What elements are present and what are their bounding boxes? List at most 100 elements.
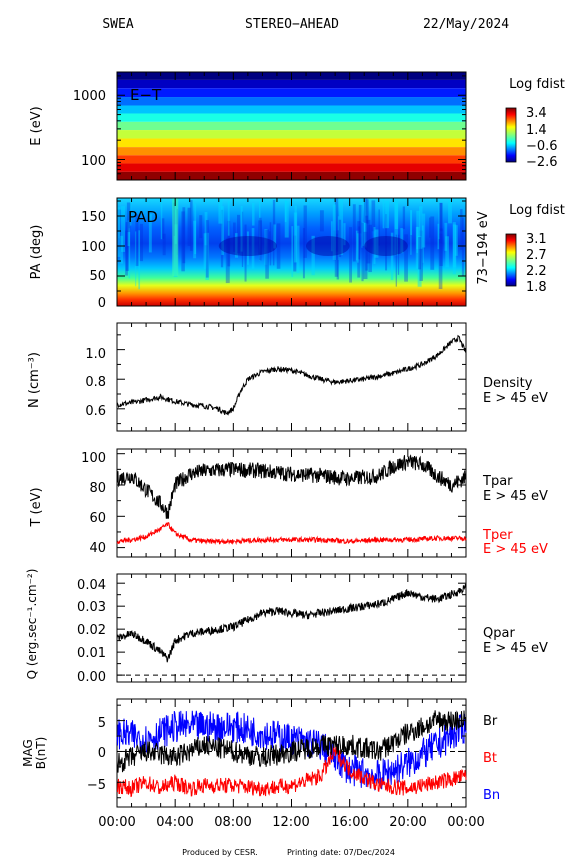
pad-streak bbox=[334, 233, 338, 277]
et-band-75ev bbox=[117, 163, 466, 172]
pad-streak bbox=[241, 211, 244, 268]
pad-streak bbox=[363, 231, 368, 280]
heatflux-axis-ticks bbox=[117, 582, 466, 676]
bt-series-line bbox=[116, 745, 467, 798]
pad-streak bbox=[128, 228, 131, 279]
pad-streak bbox=[336, 230, 340, 280]
et-ylabel: E (eV) bbox=[29, 106, 44, 145]
et-cbar-tick-1: 1.4 bbox=[526, 123, 547, 138]
pad-streak bbox=[382, 198, 385, 229]
pad-streak bbox=[194, 203, 197, 255]
xtick-label-0: 00:00 bbox=[98, 815, 135, 830]
density-frame bbox=[116, 322, 467, 432]
pad-streak bbox=[135, 214, 139, 266]
pad-streak bbox=[430, 216, 435, 270]
pad-streak bbox=[349, 227, 353, 283]
panel-energy-time: E−T E (eV) 1000 100 Log fdist 3.4 1.4 −0… bbox=[29, 71, 565, 181]
pad-streak bbox=[189, 200, 193, 251]
tper-legend-name: Tper bbox=[482, 528, 513, 543]
pad-streak bbox=[220, 209, 224, 268]
qpar-legend-sub: E > 45 eV bbox=[483, 641, 548, 656]
pad-streak bbox=[361, 222, 364, 282]
pad-streak bbox=[303, 205, 307, 258]
et-band-600ev bbox=[117, 105, 466, 114]
density-legend-sub: E > 45 eV bbox=[483, 391, 548, 406]
pad-streak bbox=[311, 235, 315, 276]
br-legend: Br bbox=[483, 714, 498, 729]
pad-streak bbox=[234, 233, 239, 258]
bn-legend: Bn bbox=[483, 788, 500, 803]
pad-low-flux-region bbox=[218, 236, 277, 256]
pad-streak bbox=[265, 229, 269, 279]
pad-streak bbox=[264, 228, 268, 265]
pad-streak bbox=[160, 200, 163, 240]
pad-streak bbox=[218, 199, 223, 224]
panel-density: N (cm⁻³) 1.0 0.8 0.6 Density E > 45 eV bbox=[27, 322, 548, 432]
pad-streak bbox=[162, 233, 166, 256]
pad-streak bbox=[402, 206, 406, 230]
temperature-ytick-1: 80 bbox=[89, 481, 106, 496]
pad-panel-label: PAD bbox=[128, 208, 158, 226]
pad-streak bbox=[296, 225, 300, 273]
pad-streak bbox=[422, 213, 426, 248]
pad-streak bbox=[161, 218, 165, 239]
et-ytick-1000: 1000 bbox=[73, 89, 106, 104]
pad-streak bbox=[419, 206, 423, 249]
pad-colorbar bbox=[505, 233, 517, 287]
pad-streak bbox=[452, 222, 456, 275]
spacecraft-title: STEREO−AHEAD bbox=[245, 17, 339, 32]
pad-streak bbox=[205, 220, 209, 278]
pad-low-flux-region bbox=[306, 236, 350, 256]
pad-streak bbox=[378, 209, 380, 246]
et-band-135ev bbox=[117, 147, 466, 156]
et-cbar-tick-2: −0.6 bbox=[526, 139, 558, 154]
pad-streak bbox=[364, 198, 368, 223]
xtick-label-2: 08:00 bbox=[214, 815, 251, 830]
density-ytick-0: 1.0 bbox=[85, 347, 106, 362]
xtick-label-3: 12:00 bbox=[272, 815, 309, 830]
density-ylabel: N (cm⁻³) bbox=[27, 352, 42, 408]
panel-heat-flux: Q (erg.sec⁻¹.cm⁻²) 0.04 0.03 0.02 0.01 0… bbox=[25, 569, 548, 685]
pad-streak bbox=[276, 223, 281, 269]
br-series-line bbox=[116, 710, 467, 773]
pad-streak bbox=[135, 231, 137, 287]
heatflux-ytick-1: 0.03 bbox=[77, 600, 106, 615]
pad-ytick-100: 100 bbox=[81, 240, 106, 255]
pad-streak bbox=[148, 214, 152, 253]
pad-streak bbox=[404, 234, 408, 282]
pad-streak bbox=[272, 199, 276, 243]
pad-streak bbox=[118, 214, 120, 239]
xtick-label-6: 00:00 bbox=[447, 815, 484, 830]
pad-streak bbox=[415, 226, 420, 269]
pad-ytick-150: 150 bbox=[81, 210, 106, 225]
pad-streak bbox=[338, 219, 342, 258]
pad-streak bbox=[332, 204, 336, 260]
pad-streak bbox=[117, 207, 121, 257]
pad-streak bbox=[368, 224, 372, 273]
pad-streak bbox=[417, 236, 422, 287]
pad-streak bbox=[221, 206, 224, 256]
et-panel-label: E−T bbox=[130, 86, 162, 104]
pad-streak bbox=[127, 220, 130, 247]
et-cbar-tick-0: 3.4 bbox=[526, 106, 547, 121]
pad-streak bbox=[269, 231, 271, 253]
pad-streak bbox=[361, 202, 363, 248]
pad-streak bbox=[203, 233, 207, 270]
pad-feature bbox=[172, 198, 179, 276]
et-cbar-tick-3: −2.6 bbox=[526, 155, 558, 170]
pad-streak bbox=[362, 221, 366, 246]
pad-streak bbox=[334, 198, 339, 252]
pad-streak bbox=[358, 226, 361, 260]
pad-energy-range: 73−194 eV bbox=[476, 211, 491, 284]
pad-streak bbox=[438, 203, 440, 240]
tper-legend-sub: E > 45 eV bbox=[483, 542, 548, 557]
pad-streak bbox=[193, 220, 197, 259]
et-axis-ticks bbox=[117, 75, 466, 175]
pad-streak bbox=[373, 227, 376, 264]
pad-streak bbox=[129, 201, 132, 226]
pad-streak bbox=[138, 230, 141, 290]
tpar-legend-sub: E > 45 eV bbox=[483, 489, 548, 504]
pad-streak bbox=[421, 225, 424, 263]
pad-streak bbox=[272, 224, 275, 266]
heatflux-frame bbox=[116, 573, 467, 683]
